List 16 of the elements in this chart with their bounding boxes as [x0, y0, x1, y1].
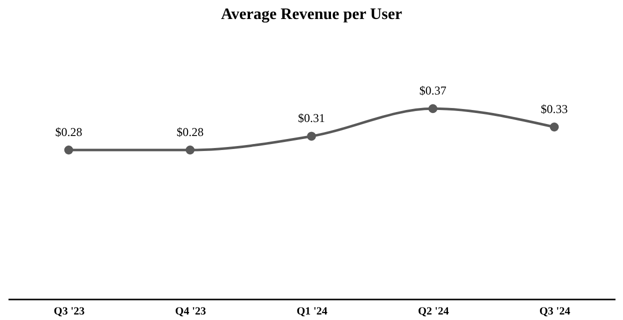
x-tick-label: Q3 '23	[54, 306, 86, 318]
data-label: $0.28	[55, 125, 82, 140]
x-tick-label: Q4 '23	[175, 306, 207, 318]
x-tick-label: Q1 '24	[296, 306, 328, 318]
x-tick-label: Q2 '24	[418, 306, 450, 318]
point	[307, 132, 316, 141]
data-label: $0.28	[176, 125, 204, 140]
point	[550, 122, 559, 132]
data-label: $0.37	[419, 84, 446, 98]
chart-title: Average Revenue per User	[220, 6, 402, 23]
point	[64, 146, 74, 154]
point	[428, 104, 438, 114]
data-label: $0.33	[540, 102, 568, 116]
point	[186, 146, 195, 154]
data-label: $0.31	[298, 111, 325, 126]
x-tick-label: Q3 '24	[539, 306, 571, 318]
